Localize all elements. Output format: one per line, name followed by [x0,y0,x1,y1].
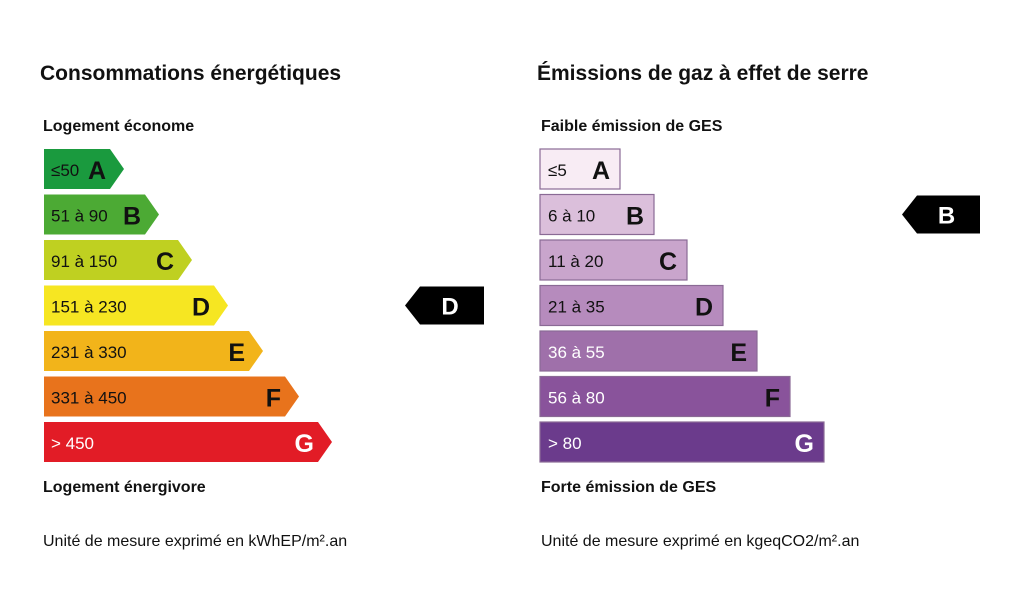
ges-bar-a [539,148,621,190]
ges-class-letter: C [659,248,677,276]
ges-class-letter: G [795,430,814,458]
energy-bar-e [44,331,263,371]
ges-bar-f [539,375,791,418]
ges-rating-letter: B [938,203,955,230]
energy-range-label: > 450 [51,434,94,453]
energy-range-label: 231 à 330 [51,343,127,362]
ges-bars: ≤5 A 6 à 10 B 11 à 20 C 21 à 35 D 36 à 55 E 56 à 8… [539,148,980,463]
energy-bar-g [44,422,332,462]
energy-bottom-label: Logement énergivore [43,479,206,496]
ges-class-letter: A [592,157,610,185]
energy-range-label: 331 à 450 [51,389,127,408]
energy-bar-a [44,149,124,189]
ges-range-label: 56 à 80 [548,389,605,408]
energy-bar-f [44,376,299,417]
ges-range-label: 21 à 35 [548,298,605,317]
ges-range-label: > 80 [548,434,582,453]
energy-class-letter: G [295,430,314,458]
ges-range-label: 6 à 10 [548,207,595,226]
ges-bottom-label: Forte émission de GES [541,479,717,496]
ges-range-label: ≤5 [548,161,567,180]
energy-class-letter: C [156,248,174,276]
energy-class-letter: F [266,385,281,413]
energy-rating-letter: D [441,294,458,321]
energy-bar-c [44,240,192,280]
energy-range-label: ≤50 [51,161,79,180]
energy-bar-b [44,194,159,235]
energy-class-letter: B [123,203,141,231]
energy-class-letter: A [88,157,106,185]
ges-class-letter: B [626,203,644,231]
energy-class-letter: D [192,294,210,322]
ges-bar-e [539,330,758,372]
ges-bar-g [539,421,825,463]
energy-bar-d [44,285,228,326]
ges-class-letter: D [695,294,713,322]
ges-rating-marker [902,195,980,234]
ges-top-label: Faible émission de GES [541,118,723,135]
energy-bars: ≤50 A 51 à 90 B 91 à 150 C 151 à 230 D 231 à 330… [44,149,484,462]
ges-title: Émissions de gaz à effet de serre [537,62,869,85]
energy-title: Consommations énergétiques [40,62,342,85]
energy-rating-marker [405,286,484,325]
ges-class-letter: F [765,385,780,413]
energy-range-label: 51 à 90 [51,207,108,226]
ges-bar-d [539,284,724,327]
ges-bar-b [539,193,655,236]
ges-unit-note: Unité de mesure exprimé en kgeqCO2/m².an [541,533,860,550]
energy-class-letter: E [228,339,245,367]
ges-range-label: 11 à 20 [548,252,603,271]
ges-class-letter: E [730,339,747,367]
ges-bar-c [539,239,688,281]
energy-unit-note: Unité de mesure exprimé en kWhEP/m².an [43,533,348,550]
energy-range-label: 91 à 150 [51,252,117,271]
ges-range-label: 36 à 55 [548,343,605,362]
energy-range-label: 151 à 230 [51,298,127,317]
energy-top-label: Logement économe [43,118,195,135]
